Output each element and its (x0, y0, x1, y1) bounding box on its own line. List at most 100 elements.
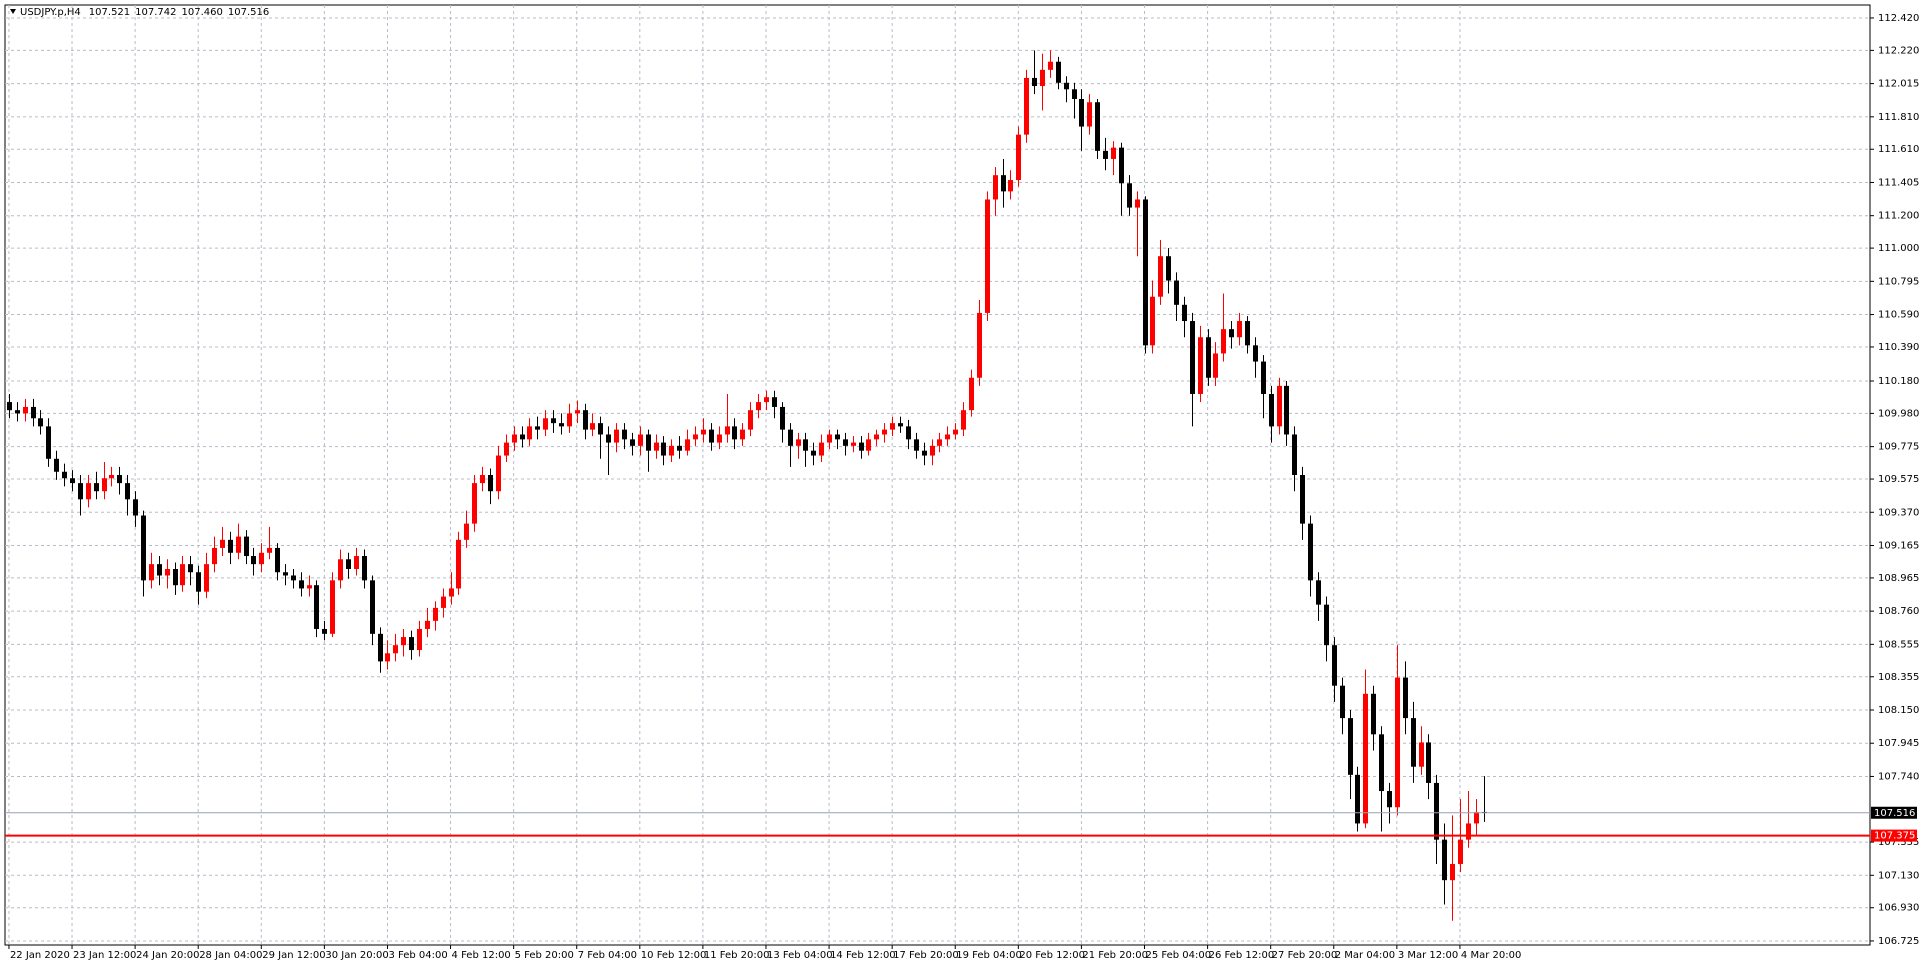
symbol-label: USDJPY.p,H4 (20, 7, 81, 18)
candle-body (756, 402, 761, 411)
header-value: 107.516 (228, 7, 269, 18)
x-tick-label: 3 Feb 04:00 (388, 950, 447, 961)
candle-body (1426, 742, 1431, 783)
candle-body (874, 434, 879, 440)
candle-body (38, 418, 43, 427)
candle-body (1332, 645, 1337, 686)
candle-body (204, 564, 209, 592)
candle-body (717, 434, 722, 443)
candle-body (149, 564, 154, 581)
y-tick-label: 112.420 (1878, 13, 1919, 24)
x-tick-label: 29 Jan 12:00 (262, 950, 325, 961)
candle-body (535, 426, 540, 430)
candle-body (866, 439, 871, 451)
y-tick-label: 110.795 (1878, 276, 1919, 287)
candle-body (1158, 256, 1163, 297)
candle-body (228, 539, 233, 553)
y-tick-label: 108.760 (1878, 606, 1919, 617)
candle-body (1213, 353, 1218, 378)
header-value: 107.460 (182, 7, 223, 18)
candle-body (1379, 734, 1384, 792)
candle-body (259, 552, 264, 565)
candle-body (425, 620, 430, 629)
candle-body (291, 575, 296, 581)
candle-body (378, 633, 383, 662)
x-tick-label: 23 Jan 12:00 (73, 950, 136, 961)
x-tick-label: 3 Mar 12:00 (1398, 950, 1458, 961)
candle-body (1221, 329, 1226, 354)
candle-body (819, 442, 824, 456)
candle-body (520, 434, 525, 440)
candle-body (543, 418, 548, 430)
candle-body (1190, 321, 1195, 394)
candle-body (464, 523, 469, 540)
candle-body (661, 442, 666, 456)
x-tick-label: 2 Mar 04:00 (1335, 950, 1395, 961)
candle-body (1411, 718, 1416, 767)
candle-body (267, 547, 272, 553)
candle-body (1206, 337, 1211, 378)
candle-body (456, 539, 461, 589)
candle-body (1363, 693, 1368, 824)
candle-body (646, 434, 651, 451)
y-tick-label: 110.390 (1878, 342, 1919, 353)
candle-body (693, 434, 698, 440)
candle-body (125, 483, 130, 500)
candle-body (843, 439, 848, 446)
candle-body (1355, 774, 1360, 824)
candle-body (1292, 434, 1297, 475)
candle-body (1182, 304, 1187, 322)
candle-body (709, 429, 714, 443)
candle-body (1024, 77, 1029, 135)
candle-body (1103, 150, 1108, 159)
candle-body (638, 434, 643, 446)
candle-body (567, 413, 572, 427)
x-tick-label: 4 Mar 20:00 (1461, 950, 1521, 961)
candle-body (78, 483, 83, 500)
y-tick-label: 106.930 (1878, 903, 1919, 914)
candle-body (780, 406, 785, 430)
candle-body (1348, 718, 1353, 775)
candle-body (141, 515, 146, 581)
candle-body (1008, 180, 1013, 192)
candle-body (654, 442, 659, 451)
candle-body (472, 483, 477, 524)
y-tick-label: 111.200 (1878, 211, 1919, 222)
candle-body (94, 483, 99, 492)
header: USDJPY.p,H4 (20, 7, 81, 18)
candle-body (330, 580, 335, 634)
candle-body (307, 585, 312, 589)
candle-body (930, 445, 935, 456)
candle-body (1269, 393, 1274, 427)
candle-body (180, 564, 185, 586)
candle-body (945, 434, 950, 440)
candle-body (851, 442, 856, 446)
candle-body (1111, 147, 1116, 159)
candle-body (1419, 742, 1424, 767)
candle-body (922, 450, 927, 456)
candle-body (385, 653, 390, 662)
x-tick-label: 14 Feb 12:00 (830, 950, 896, 961)
candle-body (527, 426, 532, 440)
candle-body (354, 556, 359, 569)
price-box (1871, 829, 1917, 842)
candle-body (1450, 863, 1455, 881)
candle-body (393, 645, 398, 654)
y-tick-label: 106.725 (1878, 936, 1919, 947)
candle-body (1387, 791, 1392, 808)
candle-body (1340, 685, 1345, 719)
candle-body (796, 439, 801, 446)
candle-body (937, 439, 942, 446)
candle-body (1198, 337, 1203, 394)
candle-body (677, 445, 682, 451)
candle-body (811, 450, 816, 456)
candle-body (614, 429, 619, 443)
candle-body (196, 572, 201, 592)
candle-body (1237, 321, 1242, 338)
y-tick-label: 110.180 (1878, 376, 1919, 387)
candle-body (725, 426, 730, 435)
candle-body (1442, 839, 1447, 881)
y-tick-label: 108.150 (1878, 705, 1919, 716)
y-tick-label: 112.220 (1878, 45, 1919, 56)
y-tick-label: 110.590 (1878, 310, 1919, 321)
